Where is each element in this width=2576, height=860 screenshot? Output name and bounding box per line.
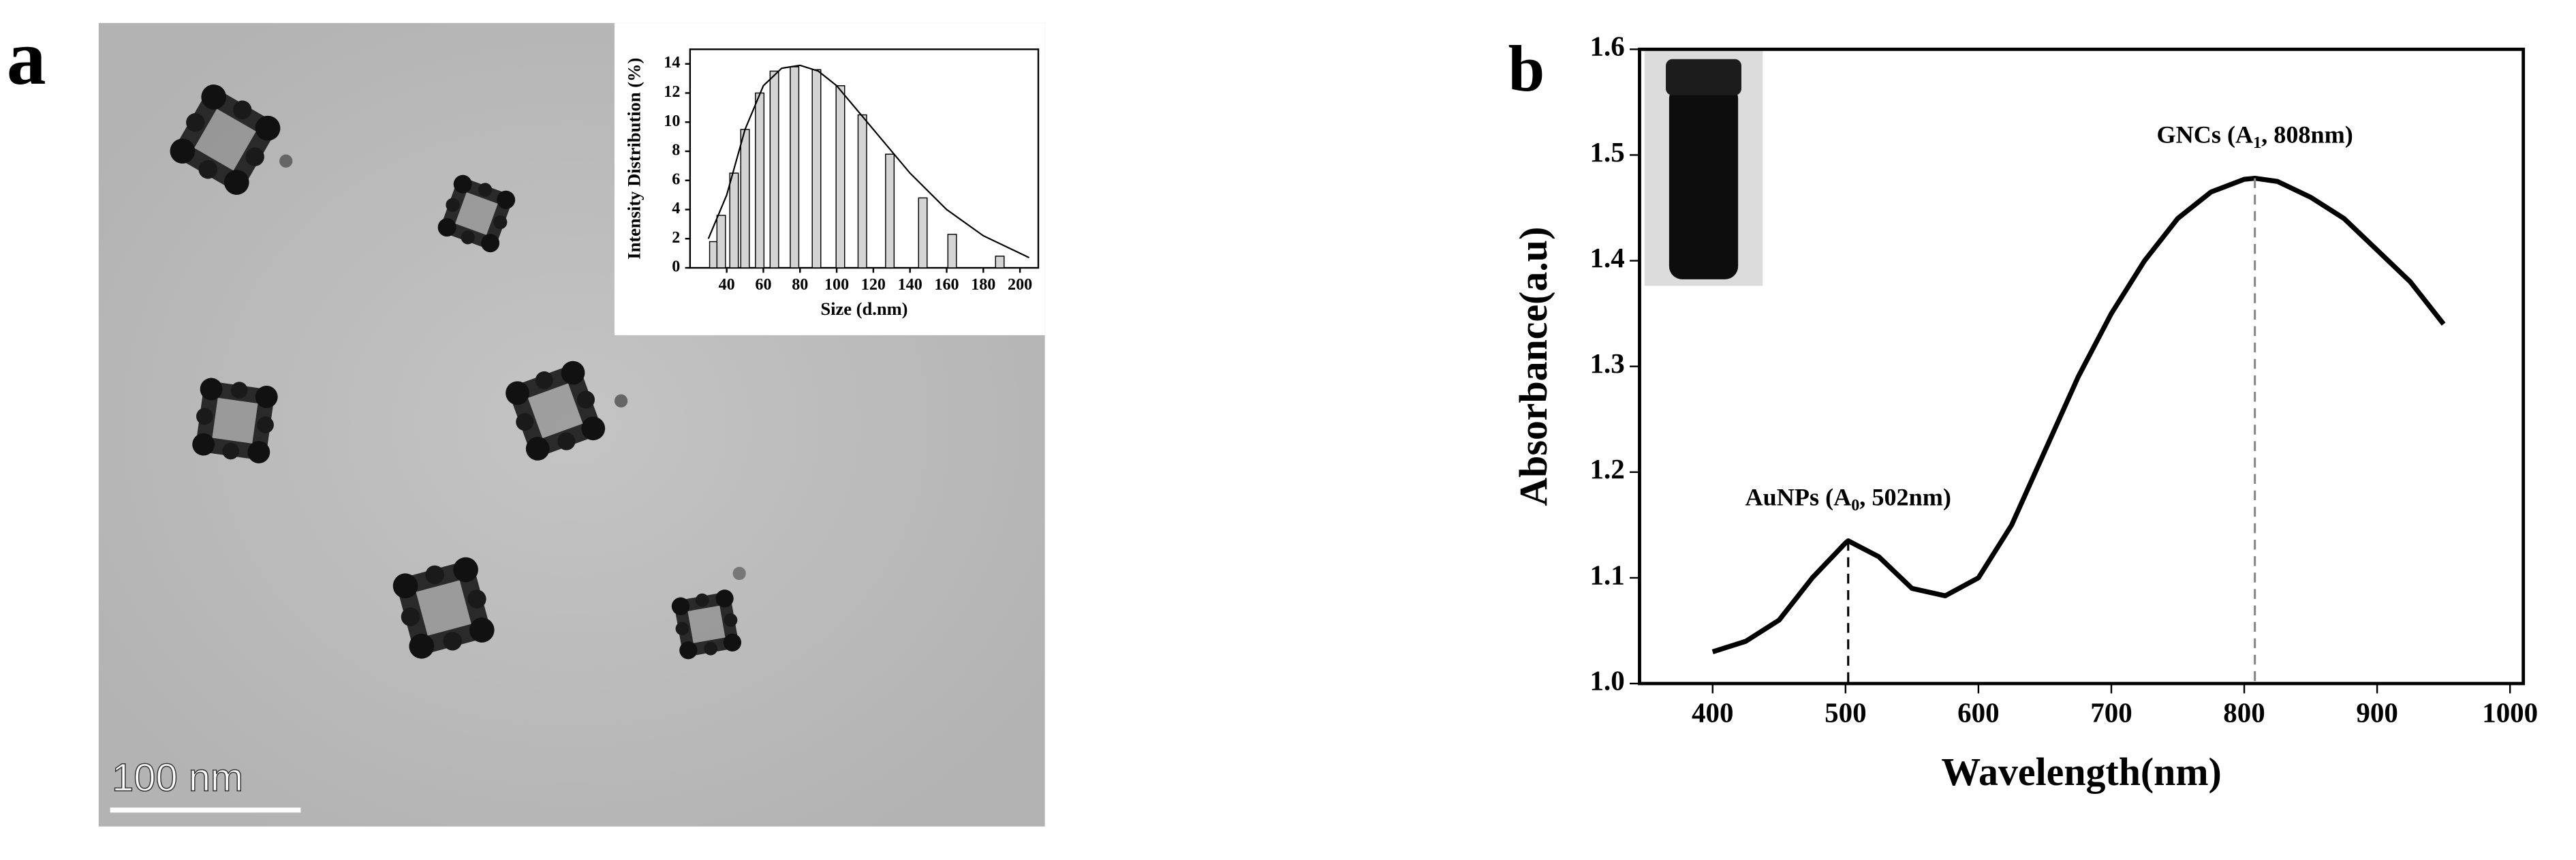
peak-label-text: GNCs (A [2157, 121, 2254, 149]
bar [755, 92, 765, 268]
line [1711, 175, 2446, 654]
y-tick-label: 1.4 [1590, 242, 1625, 273]
peak-label: AuNPs (A0, 502nm) [1745, 484, 1951, 515]
bar [811, 69, 822, 268]
y-tick-label: 8 [672, 142, 680, 159]
scale-bar-label: 100 nm [112, 756, 243, 800]
y-tick-label: 4 [672, 200, 680, 217]
bar [995, 256, 1005, 268]
x-tick-label: 140 [898, 276, 922, 294]
y-tick-label: 14 [664, 54, 680, 72]
bar [918, 197, 928, 268]
bar [947, 234, 957, 268]
peak-label-rest: , 808nm) [2261, 121, 2353, 149]
y-tick-label: 10 [664, 112, 680, 130]
peak-label: GNCs (A1, 808nm) [2157, 121, 2353, 152]
bar [790, 66, 800, 268]
peak-label-rest: , 502nm) [1859, 484, 1951, 511]
y-tick-label: 1.6 [1590, 31, 1625, 62]
x-tick-label: 100 [824, 276, 849, 294]
x-tick-label: 700 [2090, 697, 2132, 728]
x-tick-label: 40 [719, 276, 735, 294]
vial-cap [1666, 59, 1741, 95]
bar [769, 70, 779, 268]
x-tick-label: 600 [1957, 697, 1999, 728]
particles [166, 80, 746, 661]
y-tick-label: 0 [672, 258, 680, 276]
x-tick-label: 1000 [2482, 697, 2538, 728]
vial [1669, 85, 1739, 279]
x-tick-label: 120 [861, 276, 886, 294]
panel-label: b [1508, 32, 1545, 105]
y-axis-label: Absorbance(a.u) [1511, 227, 1555, 506]
x-tick-label: 180 [971, 276, 995, 294]
x-tick-label: 800 [2223, 697, 2265, 728]
panel-label: a [7, 14, 46, 102]
x-tick-label: 400 [1692, 697, 1733, 728]
x-tick-label: 60 [755, 276, 771, 294]
x-axis-label: Wavelength(nm) [1941, 750, 2221, 794]
x-tick-label: 80 [792, 276, 808, 294]
x-axis-label: Size (d.nm) [820, 298, 907, 319]
x-tick-label: 160 [934, 276, 959, 294]
bar [885, 153, 895, 268]
y-tick-label: 12 [664, 83, 680, 101]
peak-label-text: AuNPs (A [1745, 484, 1852, 511]
x-tick-label: 900 [2356, 697, 2397, 728]
bar [740, 129, 750, 268]
bar [716, 215, 726, 268]
y-tick-label: 1.0 [1590, 664, 1625, 696]
y-tick-label: 1.2 [1590, 453, 1625, 485]
y-tick-label: 1.1 [1590, 559, 1625, 590]
x-tick-label: 500 [1825, 697, 1866, 728]
fit-curve [707, 64, 1030, 259]
bar [835, 85, 845, 268]
x-tick-label: 200 [1008, 276, 1032, 294]
y-axis-label: Intensity Distribution (%) [623, 58, 644, 260]
inset-background [614, 22, 1045, 335]
y-tick-label: 6 [672, 170, 680, 188]
peak-label-sub: 1 [2253, 134, 2261, 151]
bar [857, 114, 867, 268]
peak-label-sub: 0 [1851, 497, 1859, 515]
y-tick-label: 1.5 [1590, 136, 1625, 168]
y-tick-label: 1.3 [1590, 348, 1625, 379]
bar [729, 172, 739, 268]
y-tick-label: 2 [672, 229, 680, 247]
